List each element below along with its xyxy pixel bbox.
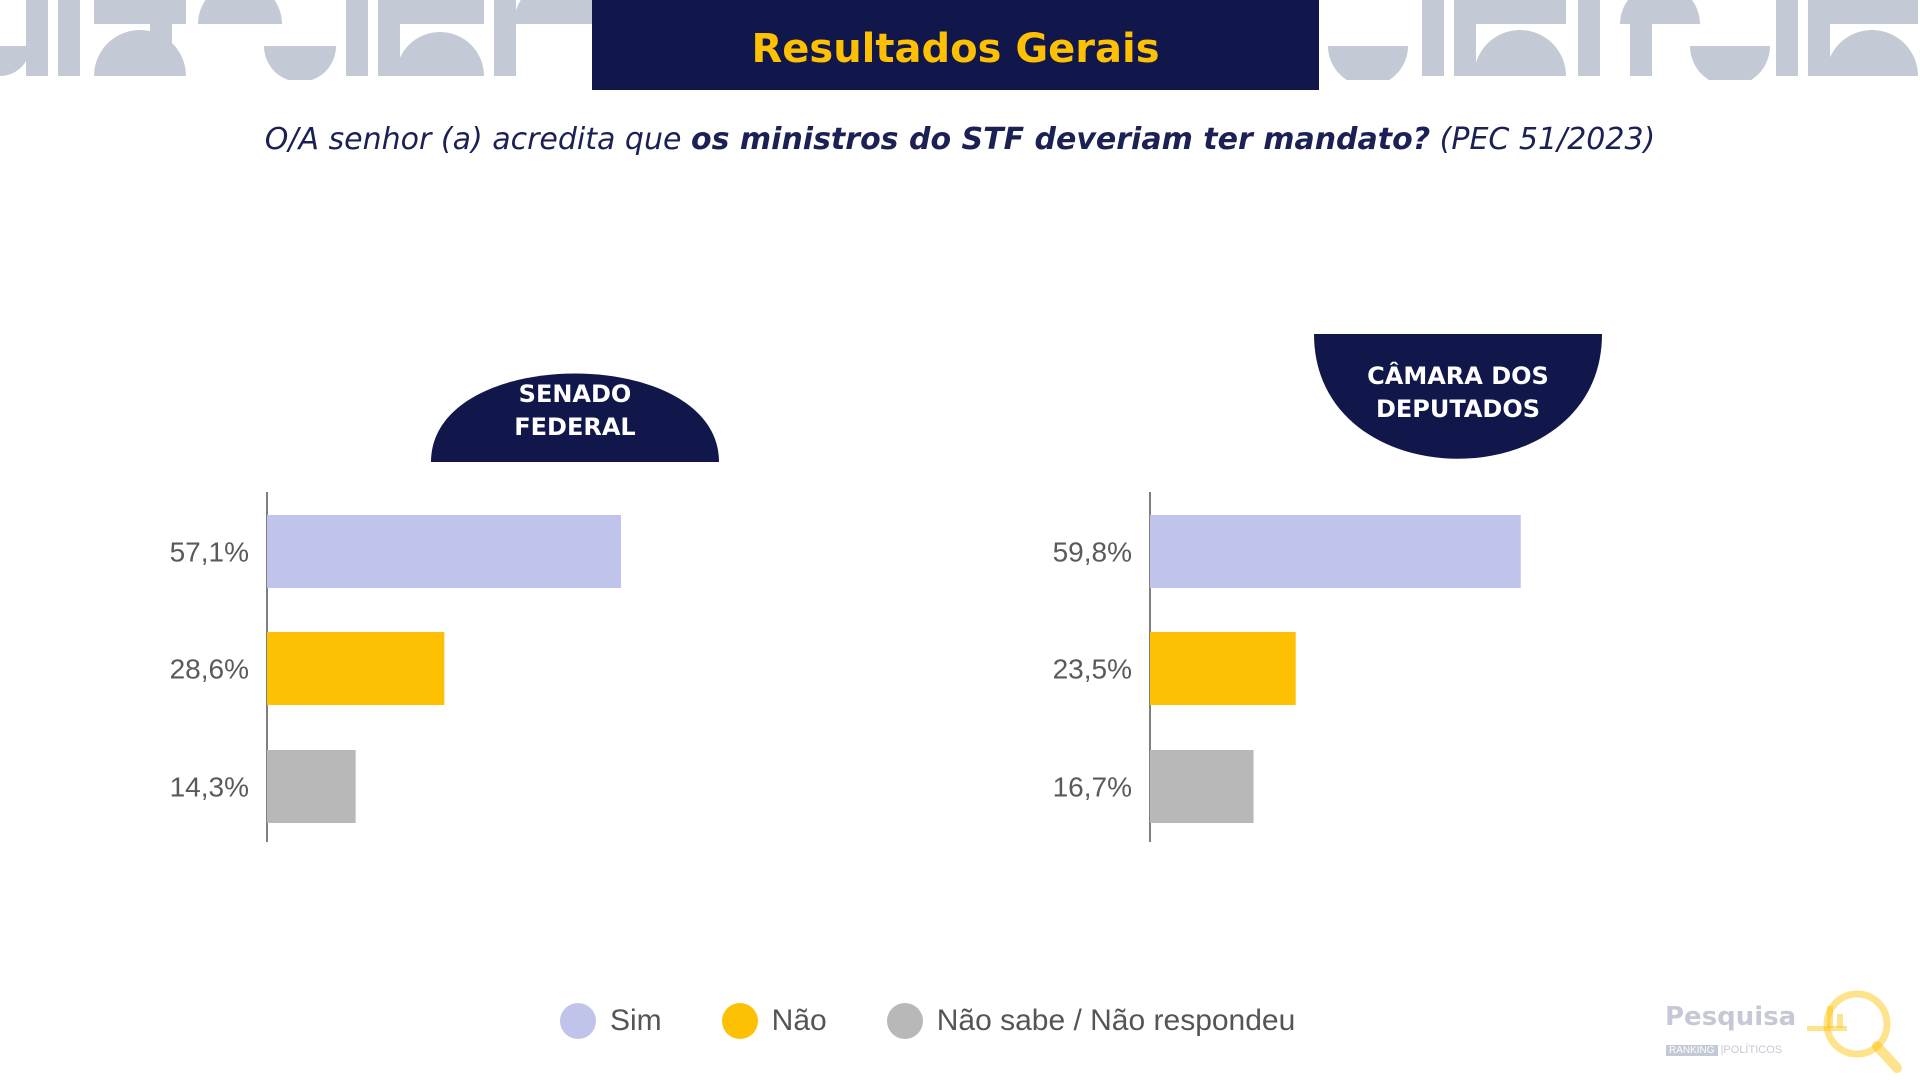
legend-label-sim: Sim xyxy=(610,1004,662,1037)
survey-question: O/A senhor (a) acredita que os ministros… xyxy=(0,122,1920,157)
title-bar: Resultados Gerais xyxy=(592,0,1319,90)
decor-shape xyxy=(1690,46,1770,80)
question-part-2: os ministros do STF deveriam ter mandato… xyxy=(690,122,1431,157)
decor-shape xyxy=(0,46,30,76)
legend-item-nao-sabe: Não sabe / Não respondeu xyxy=(886,1003,1296,1039)
decor-shape xyxy=(1630,24,1652,76)
bar-2-1 xyxy=(1150,515,1521,588)
legend-item-nao: Não xyxy=(721,1003,827,1039)
decor-shape xyxy=(1578,0,1600,76)
decor-shape xyxy=(1826,30,1918,76)
decor-shape xyxy=(198,0,282,24)
decor-shape xyxy=(1474,0,1566,24)
bar-1-1 xyxy=(267,515,622,588)
legend-swatch-nao xyxy=(721,1003,758,1039)
chart-legend: Sim Não Não sabe / Não respondeu xyxy=(560,1003,1295,1039)
decor-shape xyxy=(514,0,592,24)
decor-shape xyxy=(396,32,484,76)
bar-value-label: 28,6% xyxy=(170,654,249,685)
decor-shape xyxy=(58,0,80,76)
chart-header-shape xyxy=(1314,334,1602,459)
page-title: Resultados Gerais xyxy=(751,26,1160,72)
legend-swatch-nao-sabe xyxy=(886,1003,923,1039)
logo-sub-box: RANKING xyxy=(1666,1044,1718,1056)
bar-value-label: 16,7% xyxy=(1053,772,1132,803)
legend-label-nao: Não xyxy=(771,1004,827,1037)
decor-shape xyxy=(1776,0,1798,76)
decor-shape xyxy=(1826,0,1918,24)
legend-item-sim: Sim xyxy=(560,1003,662,1039)
decor-shape xyxy=(1454,0,1476,76)
legend-swatch-sim xyxy=(560,1003,596,1039)
chart-2: CÂMARA DOS DEPUTADOS 59,8% 23,5% 16,7% xyxy=(1053,334,1602,842)
decorative-pattern-left xyxy=(0,0,592,80)
decor-shape xyxy=(1328,46,1408,80)
decor-shape xyxy=(346,0,368,76)
magnifier-chart-icon xyxy=(1807,990,1902,1073)
chart-header-line-1: SENADO xyxy=(519,380,632,408)
decor-shape xyxy=(150,0,172,76)
legend-label-nao-sabe: Não sabe / Não respondeu xyxy=(936,1004,1296,1037)
decor-shape xyxy=(396,0,484,24)
bar-value-label: 57,1% xyxy=(170,537,249,568)
chart-header-line-1: CÂMARA DOS xyxy=(1367,361,1549,390)
question-part-1: O/A senhor (a) acredita que xyxy=(264,122,691,157)
decor-shape xyxy=(1620,0,1700,24)
decor-shape xyxy=(26,0,48,76)
decor-shape xyxy=(494,0,516,76)
chart-header-shape xyxy=(431,373,719,462)
decor-shape xyxy=(264,46,336,80)
logo-sub-text: |POLÍTICOS xyxy=(1720,1044,1783,1056)
decor-shape xyxy=(1474,30,1566,76)
chart-header-line-2: DEPUTADOS xyxy=(1376,395,1540,423)
decor-shape xyxy=(1422,0,1444,76)
bar-2-3 xyxy=(1150,750,1254,823)
decor-shape xyxy=(1808,0,1830,76)
logo-name: Pesquisa xyxy=(1665,1002,1797,1032)
logo-subtitle: RANKING |POLÍTICOS xyxy=(1666,1044,1782,1056)
chart-1: SENADO FEDERAL 57,1% 28,6% 14,3% xyxy=(170,373,719,842)
decorative-pattern-right xyxy=(1328,0,1918,80)
decor-shape xyxy=(378,0,400,76)
bar-value-label: 59,8% xyxy=(1053,537,1132,568)
bar-value-label: 23,5% xyxy=(1053,654,1132,685)
logo: Pesquisa RANKING |POLÍTICOS xyxy=(1665,976,1915,1080)
question-part-3: (PEC 51/2023) xyxy=(1430,122,1656,157)
bar-1-3 xyxy=(267,750,356,823)
bar-1-2 xyxy=(267,632,445,705)
bar-value-label: 14,3% xyxy=(170,772,249,803)
chart-header-line-2: FEDERAL xyxy=(514,413,635,441)
bar-2-2 xyxy=(1150,632,1296,705)
